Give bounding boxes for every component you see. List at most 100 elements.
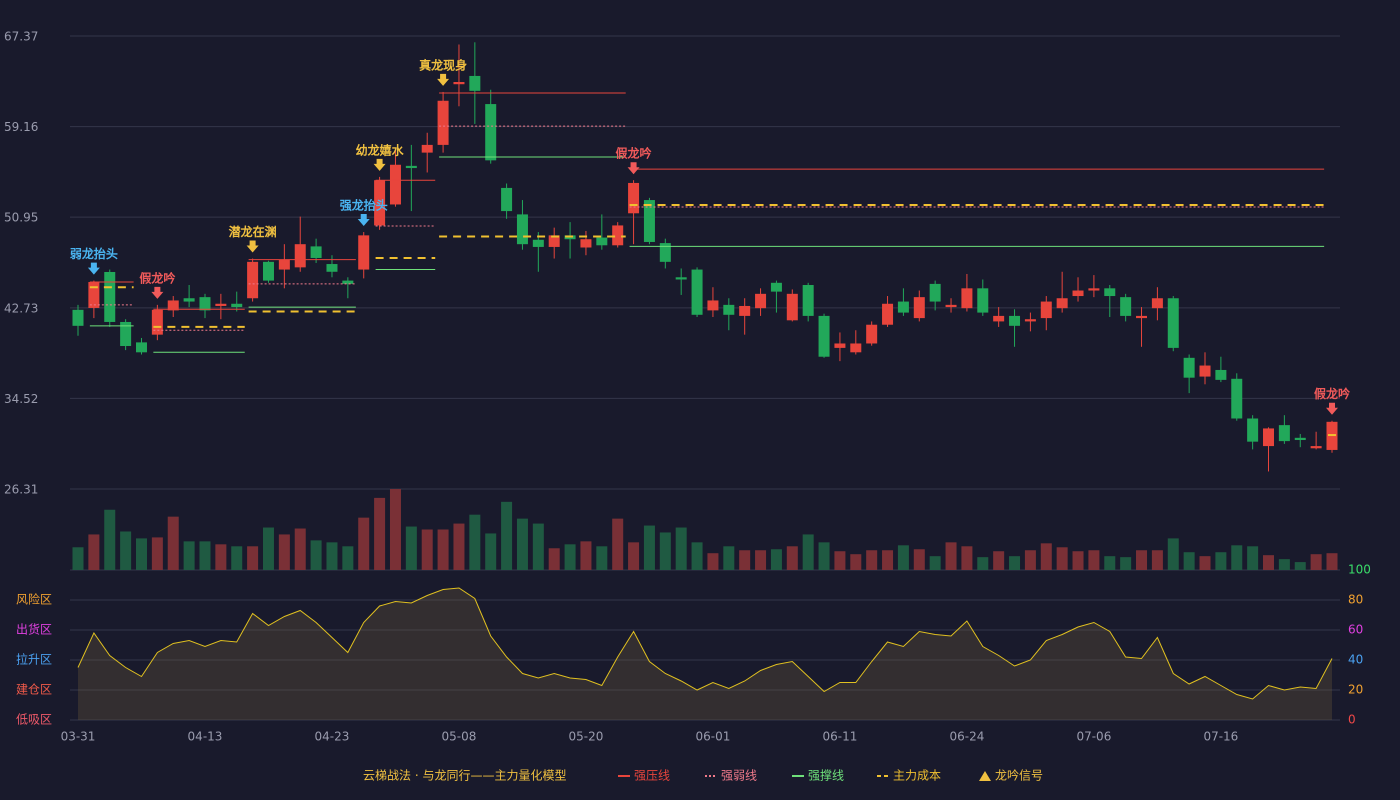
candle-body xyxy=(643,200,655,242)
y-tick-label: 34.52 xyxy=(4,392,38,406)
candle-body xyxy=(580,239,592,248)
signal-arrow xyxy=(1326,402,1338,415)
volume-bar xyxy=(358,517,370,570)
volume-bar xyxy=(1294,562,1306,570)
candle-body xyxy=(516,214,528,245)
candle-body xyxy=(262,261,274,281)
candle-body xyxy=(215,303,227,306)
signal-arrow xyxy=(627,162,640,175)
volume-bar xyxy=(516,518,528,570)
volume-bar xyxy=(818,542,830,570)
candle-body xyxy=(691,269,703,315)
y-tick-label: 67.37 xyxy=(4,30,38,44)
candle-body xyxy=(342,280,354,284)
volume-bar xyxy=(929,556,941,570)
zone-label: 建仓区 xyxy=(16,683,52,697)
candle-body xyxy=(294,244,306,268)
volume-bar xyxy=(1231,545,1243,570)
zone-label: 风险区 xyxy=(16,592,52,607)
candle-body xyxy=(866,324,878,344)
legend-title: 云梯战法 · 与龙同行——主力量化模型 xyxy=(363,769,566,783)
volume-bar xyxy=(72,547,84,570)
candle-body xyxy=(120,321,132,347)
x-tick-label: 06-24 xyxy=(949,730,984,744)
candle-body xyxy=(532,239,544,247)
legend-label: 强弱线 xyxy=(721,769,757,783)
signal-label: 假龙吟 xyxy=(139,270,175,285)
volume-bar xyxy=(485,533,497,570)
candle-body xyxy=(818,315,830,357)
x-tick-label: 06-01 xyxy=(695,730,730,744)
volume-bar xyxy=(421,529,433,570)
volume-bar xyxy=(278,534,290,570)
volume-bar xyxy=(1326,553,1338,570)
volume-bar xyxy=(802,534,814,570)
candle-body xyxy=(1009,315,1021,326)
candle-body xyxy=(786,293,798,321)
volume-bar xyxy=(882,550,894,570)
candle-body xyxy=(1183,357,1195,378)
candle-body xyxy=(1072,290,1084,297)
volume-bar xyxy=(612,518,624,570)
volume-bar xyxy=(374,497,386,570)
candle-body xyxy=(247,261,259,299)
x-tick-label: 05-08 xyxy=(442,730,477,744)
signal-arrow xyxy=(87,262,100,275)
candle-body xyxy=(310,246,322,258)
volume-bar xyxy=(231,546,243,570)
signal-label: 幼龙嬉水 xyxy=(356,142,405,157)
legend-label: 龙吟信号 xyxy=(995,768,1043,783)
candle-body xyxy=(913,297,925,319)
candle-body xyxy=(199,297,211,311)
volume-bar xyxy=(532,523,544,570)
y2-tick-label: 100 xyxy=(1348,563,1371,577)
candle-body xyxy=(453,82,465,85)
zone-label: 拉升区 xyxy=(16,652,52,667)
volume-bar xyxy=(183,541,195,570)
volume-bar xyxy=(1167,538,1179,570)
volume-bar xyxy=(1151,550,1163,570)
candle-body xyxy=(151,309,163,335)
candle-body xyxy=(1088,288,1100,291)
y-tick-label: 26.31 xyxy=(4,483,38,497)
volume-bar xyxy=(1183,552,1195,570)
candle-body xyxy=(1024,319,1036,322)
candle-body xyxy=(977,288,989,313)
signal-label: 潜龙在渊 xyxy=(229,224,277,239)
y-tick-label: 42.73 xyxy=(4,301,38,315)
indicator-area xyxy=(78,588,1332,720)
volume-bar xyxy=(755,550,767,570)
x-tick-label: 04-13 xyxy=(188,730,223,744)
legend-swatch xyxy=(979,771,991,781)
x-tick-label: 06-11 xyxy=(822,730,857,744)
candle-body xyxy=(1040,301,1052,319)
candle-body xyxy=(755,293,767,309)
volume-bar xyxy=(1263,555,1275,570)
candle-body xyxy=(1151,298,1163,309)
candle-body xyxy=(1215,369,1227,380)
candle-body xyxy=(135,342,147,353)
volume-bar xyxy=(691,542,703,570)
volume-bar xyxy=(945,542,957,570)
candle-body xyxy=(1199,365,1211,377)
volume-bar xyxy=(342,546,354,570)
candle-body xyxy=(183,298,195,302)
volume-bar xyxy=(1088,550,1100,570)
candle-body xyxy=(993,315,1005,322)
candle-body xyxy=(485,104,497,161)
legend-label: 主力成本 xyxy=(893,769,941,783)
volume-bar xyxy=(88,534,100,570)
volume-bar xyxy=(135,538,147,570)
candle-body xyxy=(1310,446,1322,449)
y2-tick-label: 40 xyxy=(1348,653,1363,667)
candle-body xyxy=(1167,298,1179,348)
y-tick-label: 50.95 xyxy=(4,211,38,225)
candle-body xyxy=(612,225,624,246)
volume-bar xyxy=(1056,547,1068,570)
volume-bar xyxy=(739,550,751,570)
volume-bar xyxy=(120,531,132,570)
x-tick-label: 05-20 xyxy=(569,730,604,744)
y2-tick-label: 60 xyxy=(1348,623,1363,637)
